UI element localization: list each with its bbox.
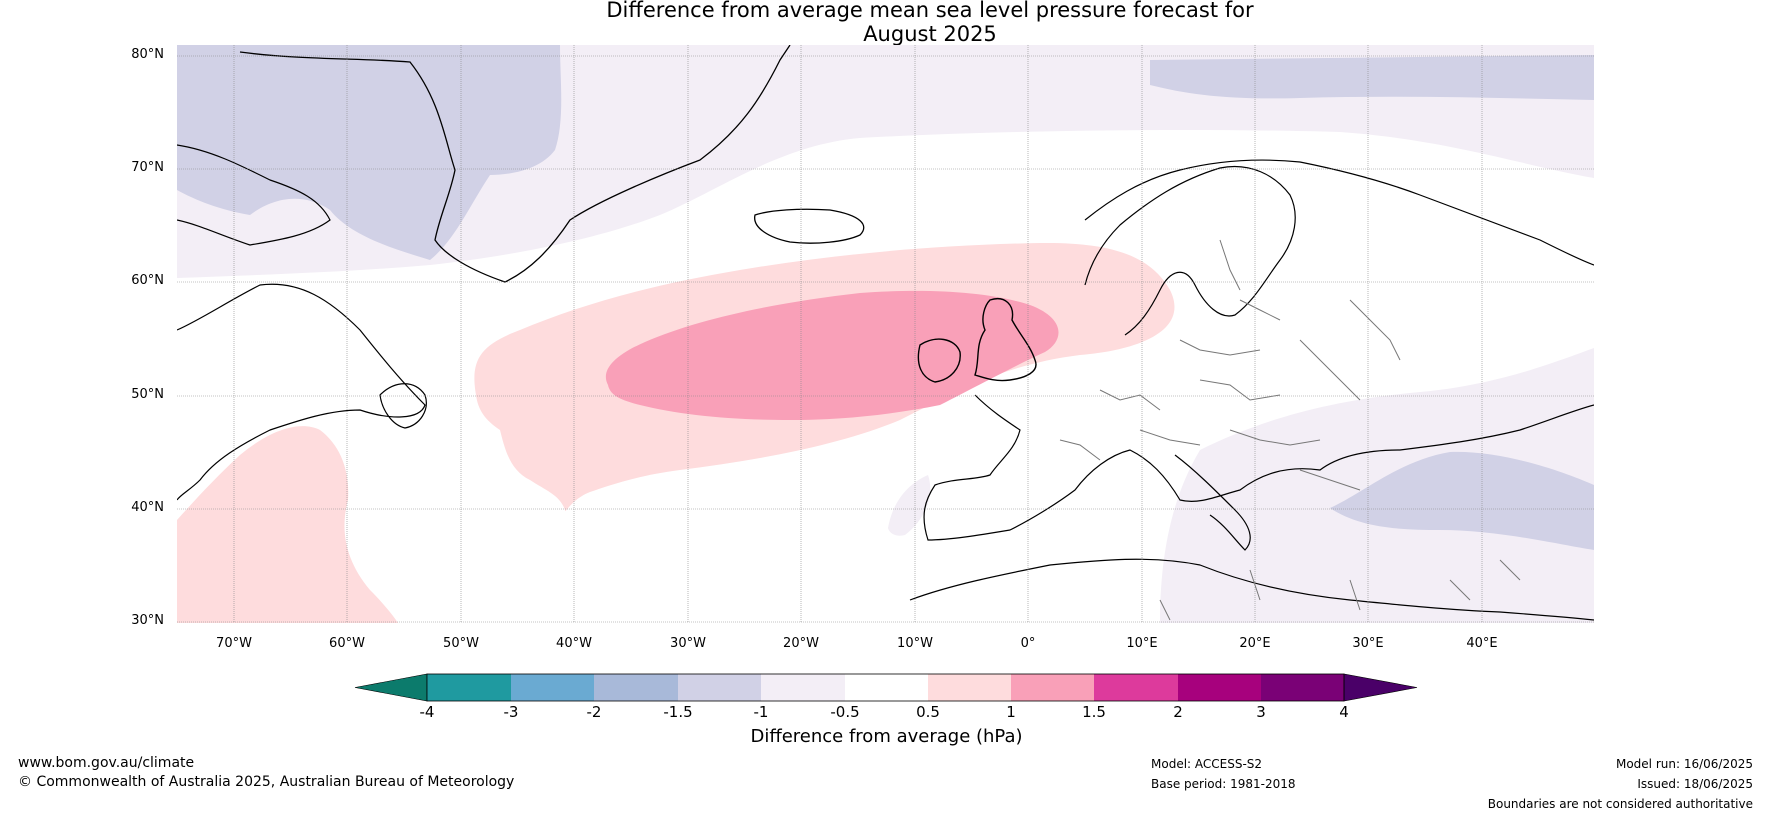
latitude-label: 50°N [131, 387, 164, 402]
italy-outline [1174, 454, 1251, 551]
longitude-label: 30°E [1352, 636, 1384, 651]
map-plot-area [177, 45, 1594, 623]
longitude-label: 30°W [670, 636, 706, 651]
map-title-line2: August 2025 [863, 22, 997, 46]
colorbar-tick-label: 2 [1173, 703, 1183, 721]
iceland-outline [754, 208, 865, 244]
longitude-label: 40°E [1466, 636, 1498, 651]
footer-model: Model: ACCESS-S2 [1151, 757, 1263, 771]
colorbar-tick-label: 1 [1006, 703, 1016, 721]
anomaly-region-atlantic-pink-medium [605, 290, 1059, 420]
latitude-label: 30°N [131, 613, 164, 628]
colorbar-tick-label: -1 [753, 703, 769, 721]
north-america-outline [177, 283, 426, 501]
ireland-outline [917, 338, 961, 383]
map-title-line1: Difference from average mean sea level p… [606, 0, 1254, 22]
colorbar-bin [1011, 674, 1094, 701]
anomaly-region-arctic-blue [1150, 55, 1594, 100]
footer-disclaimer: Boundaries are not considered authoritat… [1487, 797, 1753, 811]
colorbar-tick-label: -2 [586, 703, 602, 721]
longitude-label: 20°E [1239, 636, 1271, 651]
longitude-label: 10°E [1126, 636, 1158, 651]
anomaly-region-america-pink-light [177, 426, 398, 623]
colorbar-tick-label: -4 [419, 703, 435, 721]
colorbar-tick-label: -3 [503, 703, 519, 721]
colorbar-bin [1094, 674, 1178, 701]
footer-copyright: © Commonwealth of Australia 2025, Austra… [18, 774, 515, 790]
colorbar-extend-high [1343, 673, 1418, 702]
footer-issued: Issued: 18/06/2025 [1637, 777, 1753, 791]
latitude-label: 60°N [131, 273, 164, 288]
colorbar-extend-low [354, 673, 428, 702]
colorbar-tick-label: -1.5 [663, 703, 693, 721]
colorbar-bin [845, 674, 928, 701]
greenland-outline [239, 45, 791, 283]
great-britain-outline [974, 298, 1037, 382]
latitude-label: 40°N [131, 500, 164, 515]
longitude-label: 20°W [783, 636, 819, 651]
colorbar-bin [928, 674, 1011, 701]
longitude-label: 0° [1020, 636, 1036, 651]
colorbar-tick-label: 4 [1339, 703, 1349, 721]
colorbar-tick-label: -0.5 [830, 703, 860, 721]
footer-website: www.bom.gov.au/climate [18, 755, 195, 771]
colorbar-bin [594, 674, 678, 701]
longitude-label: 40°W [556, 636, 592, 651]
longitude-label: 50°W [443, 636, 479, 651]
colorbar [354, 673, 1418, 702]
colorbar-title: Difference from average (hPa) [750, 726, 1023, 747]
footer-base-period: Base period: 1981-2018 [1151, 777, 1296, 791]
colorbar-tick-label: 0.5 [916, 703, 940, 721]
newfoundland-outline [379, 383, 427, 429]
anomaly-region-greenland-blue [177, 45, 562, 260]
longitude-label: 70°W [216, 636, 252, 651]
baffin-island-outline [177, 144, 331, 246]
footer-model-run: Model run: 16/06/2025 [1615, 757, 1753, 771]
colorbar-bin [761, 674, 845, 701]
anomaly-region-iberia-lavender [888, 475, 931, 536]
latitude-label: 80°N [131, 47, 164, 62]
longitude-label: 60°W [329, 636, 365, 651]
anomaly-region-turkey-blue [1330, 451, 1594, 550]
europe-outline [923, 159, 1594, 541]
colorbar-bin [1261, 674, 1344, 701]
longitude-label: 10°W [897, 636, 933, 651]
colorbar-outline [426, 673, 1345, 702]
colorbar-tick-label: 3 [1256, 703, 1266, 721]
colorbar-bin [511, 674, 594, 701]
colorbar-bin [1178, 674, 1261, 701]
latitude-label: 70°N [131, 160, 164, 175]
colorbar-bin [427, 674, 511, 701]
colorbar-bin [678, 674, 761, 701]
map-title: Difference from average mean sea level p… [0, 0, 1770, 46]
north-africa-outline [909, 558, 1594, 621]
graticule [177, 45, 1594, 623]
colorbar-tick-label: 1.5 [1082, 703, 1106, 721]
